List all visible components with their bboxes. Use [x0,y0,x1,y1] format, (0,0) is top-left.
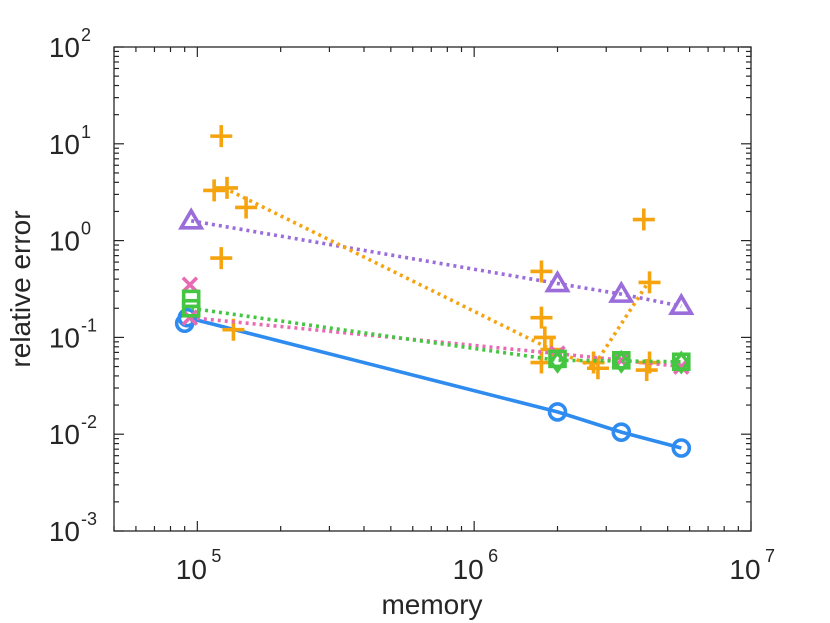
data-point-plus [210,125,233,148]
y-tick-exponent: -1 [81,315,97,335]
series-line [223,186,649,369]
series-blue-circle [174,307,692,458]
labels-layer: memory relative error 10 5 10 6 10 710 -310 -21… [5,25,775,620]
data-point-circle [177,307,198,328]
series-purple-triangle [178,207,695,316]
data-point-plus [210,247,233,270]
data-point-circle [611,422,632,442]
data-point-plus [530,306,553,329]
data-point-plus [632,208,655,231]
y-tick-label: 10 [49,419,80,450]
data-point-diamond [612,349,631,374]
data-point-plus [638,271,661,294]
data-point-plus [586,357,609,380]
y-tick-exponent: -2 [81,412,97,432]
y-tick-label: 10 [49,129,80,160]
data-point-triangle [668,292,695,316]
data-point-plus [533,326,556,349]
data-point-diamond [672,350,691,375]
plot-frame [113,46,752,532]
y-tick-exponent: -3 [81,509,97,529]
x-tick-label: 10 [176,554,207,585]
x-tick-label: 10 [453,554,484,585]
y-tick-exponent: 2 [81,25,91,45]
data-point-plus [235,196,258,219]
data-point-triangle [544,269,571,293]
data-point-circle [671,438,692,458]
series-layer [174,125,695,458]
data-point-square [181,298,201,318]
x-tick-label: 10 [729,554,760,585]
data-point-circle [547,402,568,422]
series-line [186,315,682,450]
x-axis-title: memory [381,589,482,620]
x-tick-exponent: 6 [488,546,498,566]
data-point-square [181,289,201,309]
y-tick-label: 10 [49,32,80,63]
series-green-diamond [548,349,691,375]
data-point-plus [530,260,553,283]
y-tick-label: 10 [49,322,80,353]
series-orange-plus [203,125,661,382]
y-tick-label: 10 [49,226,80,257]
data-point-x [181,276,199,294]
data-point-plus [216,176,239,199]
axes [113,46,752,532]
x-tick-exponent: 5 [211,546,221,566]
y-axis-title: relative error [5,210,36,367]
series-green-square [181,289,691,372]
data-point-diamond [548,349,567,374]
data-point-triangle [178,207,205,230]
y-tick-exponent: 0 [81,219,91,239]
series-line [190,306,682,364]
data-point-plus [203,179,226,202]
data-point-triangle [608,280,635,303]
x-tick-exponent: 7 [765,546,775,566]
y-tick-exponent: 1 [81,122,91,142]
y-tick-label: 10 [49,516,80,547]
series-line [190,219,682,308]
